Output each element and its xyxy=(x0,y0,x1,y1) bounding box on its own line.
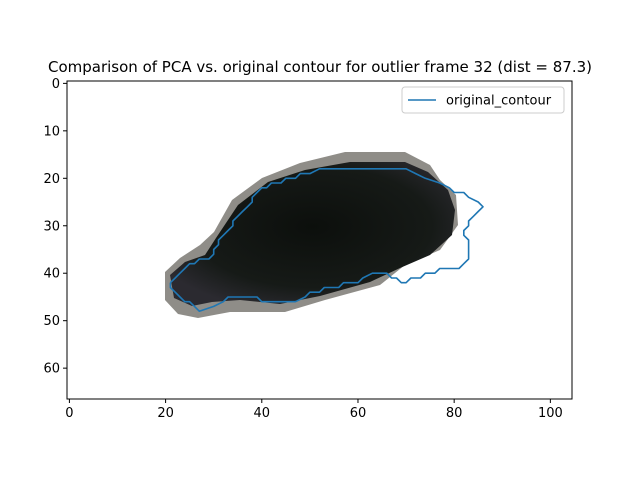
y-tick-label: 40 xyxy=(43,267,60,282)
legend: original_contour xyxy=(401,86,565,114)
axes-frame xyxy=(66,80,573,400)
y-tick-label: 20 xyxy=(43,172,60,187)
y-axis: 0 10 20 30 40 50 60 xyxy=(43,77,67,377)
y-tick-label: 10 xyxy=(43,124,60,139)
x-tick-label: 0 xyxy=(65,406,73,421)
x-tick-label: 60 xyxy=(350,406,367,421)
x-tick-label: 20 xyxy=(157,406,174,421)
y-tick-label: 60 xyxy=(43,362,60,377)
x-axis: 0 20 40 60 80 100 xyxy=(65,399,563,421)
y-tick-label: 0 xyxy=(52,77,60,92)
chart-title: Comparison of PCA vs. original contour f… xyxy=(48,58,592,76)
series-line-original_contour xyxy=(169,168,484,313)
image-blob xyxy=(170,162,455,306)
legend-label: original_contour xyxy=(446,94,552,109)
x-tick-label: 80 xyxy=(446,406,463,421)
x-tick-label: 40 xyxy=(254,406,271,421)
y-tick-label: 30 xyxy=(43,219,60,234)
frame-image xyxy=(165,152,458,318)
y-tick-label: 50 xyxy=(43,314,60,329)
series-layer xyxy=(169,168,484,313)
legend-box xyxy=(401,86,565,114)
x-tick-label: 100 xyxy=(538,406,563,421)
